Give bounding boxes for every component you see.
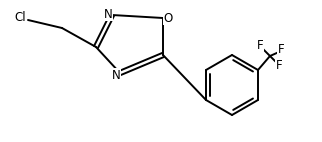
Text: N: N (112, 68, 120, 82)
Text: N: N (104, 8, 112, 20)
Text: O: O (163, 12, 173, 25)
Text: F: F (276, 59, 282, 72)
Text: Cl: Cl (14, 11, 26, 23)
Text: F: F (278, 42, 284, 56)
Text: F: F (257, 38, 263, 52)
